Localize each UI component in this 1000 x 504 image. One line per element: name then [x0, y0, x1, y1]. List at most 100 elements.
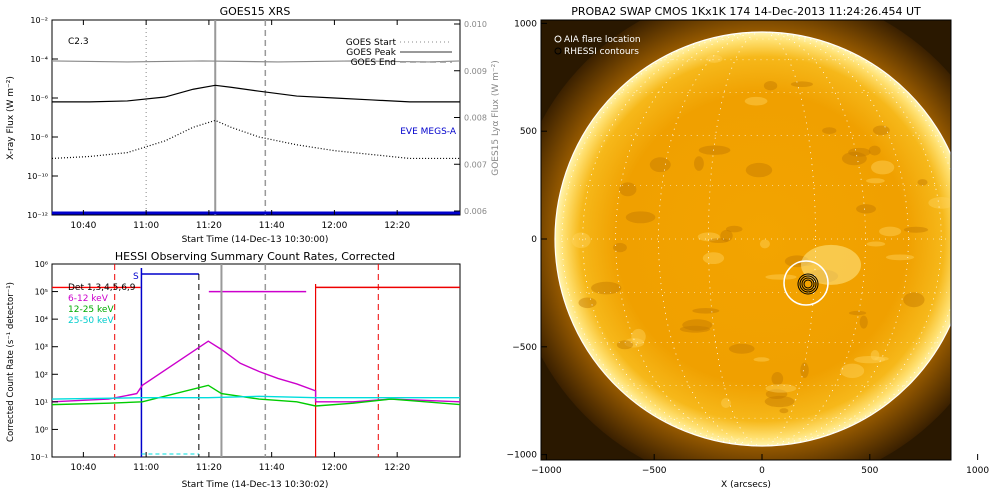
swap-texture-blob	[721, 398, 731, 409]
swap-ytick-label: −500	[512, 343, 537, 353]
swap-texture-blob	[613, 242, 627, 253]
swap-ytick-label: −1000	[507, 451, 538, 461]
swap-legend: AIA flare location RHESSI contours	[554, 35, 641, 57]
swap-texture-blob	[868, 145, 881, 156]
hessi-ylabel: Corrected Count Rate (s⁻¹ detector⁻¹)	[6, 282, 16, 442]
goes-class-label: C2.3	[68, 37, 89, 47]
swap-texture-blob	[702, 252, 725, 265]
hessi-xtick-label: 10:40	[70, 463, 96, 473]
hessi-legend-25-50: 25-50 keV	[68, 316, 114, 326]
swap-texture-blob	[578, 297, 597, 309]
swap-texture-blob	[872, 125, 890, 136]
swap-texture-blob	[822, 127, 837, 135]
hessi-panel: HESSI Observing Summary Count Rates, Cor…	[6, 250, 461, 490]
swap-active-region	[801, 244, 861, 285]
hessi-attenuator-lines	[114, 264, 460, 457]
swap-grid-lon	[658, 31, 866, 447]
swap-texture-blob	[856, 204, 876, 214]
swap-ytick-label: 0	[531, 235, 537, 245]
goes-eve-label: EVE MEGS-A	[400, 127, 457, 137]
swap-legend-rhessi: RHESSI contours	[564, 47, 639, 57]
swap-panel: PROBA2 SWAP CMOS 1Kx1K 174 14-Dec-2013 1…	[507, 5, 990, 490]
swap-texture-blob	[571, 232, 591, 249]
swap-texture-blob	[859, 315, 868, 329]
swap-texture-blob	[800, 362, 809, 379]
hessi-ytick-label: 10⁶	[35, 260, 48, 269]
goes-ytick-right-label: 0.008	[464, 114, 487, 123]
hessi-ytick-label: 10³	[35, 343, 48, 352]
swap-legend-aia: AIA flare location	[564, 35, 641, 45]
hessi-plot-frame	[51, 263, 461, 458]
goes-title: GOES15 XRS	[220, 5, 291, 18]
goes-series-2	[51, 60, 461, 63]
goes-legend: GOES Start GOES Peak GOES End	[346, 38, 452, 68]
swap-texture-blob	[765, 384, 797, 393]
hessi-xlabel: Start Time (14-Dec-13 10:30:02)	[182, 480, 329, 490]
goes-xtick-label: 12:20	[384, 221, 410, 231]
hessi-state-label: S	[133, 272, 139, 282]
swap-texture-blob	[708, 238, 729, 244]
swap-texture-blob	[725, 225, 743, 233]
swap-solar-disk	[555, 32, 951, 446]
swap-texture-blob	[625, 211, 656, 224]
swap-texture-blob	[848, 310, 867, 316]
swap-texture-blob	[779, 408, 789, 414]
goes-xtick-label: 11:40	[259, 221, 285, 231]
goes-ylabel-left: X-ray Flux (W m⁻²)	[6, 76, 16, 160]
hessi-legend: Det 1,3,4,5,6,9 6-12 keV 12-25 keV 25-50…	[68, 272, 139, 326]
swap-ytick-label: 1000	[514, 19, 537, 29]
goes-series-1	[51, 119, 460, 160]
hessi-xtick-label: 11:00	[133, 463, 159, 473]
swap-texture-blob	[692, 307, 720, 314]
hessi-legend-det: Det 1,3,4,5,6,9	[68, 283, 136, 293]
swap-x-ticks: −1000 −500 0 500 1000	[531, 454, 989, 476]
swap-texture-blob	[840, 363, 865, 379]
hessi-y-ticks: 10⁻¹ 10⁰ 10¹ 10² 10³ 10⁴ 10⁵ 10⁶	[30, 260, 58, 462]
hessi-ytick-label: 10⁻¹	[30, 453, 48, 462]
goes-xtick-label: 11:00	[133, 221, 159, 231]
swap-texture-blob	[928, 197, 951, 209]
swap-texture-blob	[706, 54, 723, 63]
swap-texture-blob	[631, 328, 646, 345]
hessi-series-1	[51, 384, 461, 407]
swap-ytick-label: 500	[520, 127, 537, 137]
rhessi-contours	[797, 273, 819, 295]
swap-texture-blob	[616, 340, 634, 350]
swap-frame	[540, 19, 952, 461]
swap-limb	[554, 31, 951, 447]
swap-texture	[571, 54, 951, 414]
swap-xtick-label: 500	[861, 466, 878, 476]
swap-texture-blob	[870, 350, 880, 361]
swap-texture-blob	[679, 325, 711, 333]
swap-texture-blob	[759, 239, 770, 249]
swap-texture-blob	[765, 389, 788, 399]
swap-texture-blob	[649, 157, 671, 173]
swap-legend-aia-marker	[554, 35, 562, 43]
goes-x-ticks: 10:40 11:00 11:20 11:40 12:00 12:20	[70, 20, 410, 231]
swap-xtick-label: 1000	[966, 466, 989, 476]
aia-flare-location	[783, 260, 829, 306]
swap-texture-blob	[745, 162, 773, 178]
hessi-x-ticks: 10:40 11:00 11:20 11:40 12:00 12:20	[70, 452, 410, 473]
swap-texture-blob	[917, 179, 928, 186]
goes-event-lines	[145, 20, 267, 215]
goes-y-ticks: 10⁻¹² 10⁻¹⁰ 10⁻⁸ 10⁻⁶ 10⁻⁴ 10⁻²	[27, 16, 58, 220]
swap-texture-blob	[764, 395, 795, 408]
goes-ytick-label: 10⁻⁸	[30, 133, 48, 142]
swap-texture-blob	[624, 338, 645, 348]
swap-texture-blob	[866, 241, 886, 247]
goes-ytick-label: 10⁻¹⁰	[27, 172, 48, 181]
swap-texture-blob	[903, 226, 929, 233]
goes-ytick-label: 10⁻¹²	[27, 211, 48, 220]
goes-ytick-label: 10⁻²	[30, 16, 48, 25]
hessi-xtick-label: 11:40	[259, 463, 285, 473]
goes-y-ticks-right: 0.006 0.007 0.008 0.009 0.010	[454, 20, 487, 216]
goes-series-0	[52, 84, 460, 103]
goes-xtick-label: 11:20	[196, 221, 222, 231]
goes-xtick-label: 10:40	[70, 221, 96, 231]
swap-texture-blob	[753, 357, 770, 362]
goes-ytick-right-label: 0.010	[464, 20, 487, 29]
swap-texture-blob	[771, 372, 784, 386]
goes-plot-frame	[51, 19, 461, 216]
swap-texture-blob	[790, 81, 813, 88]
